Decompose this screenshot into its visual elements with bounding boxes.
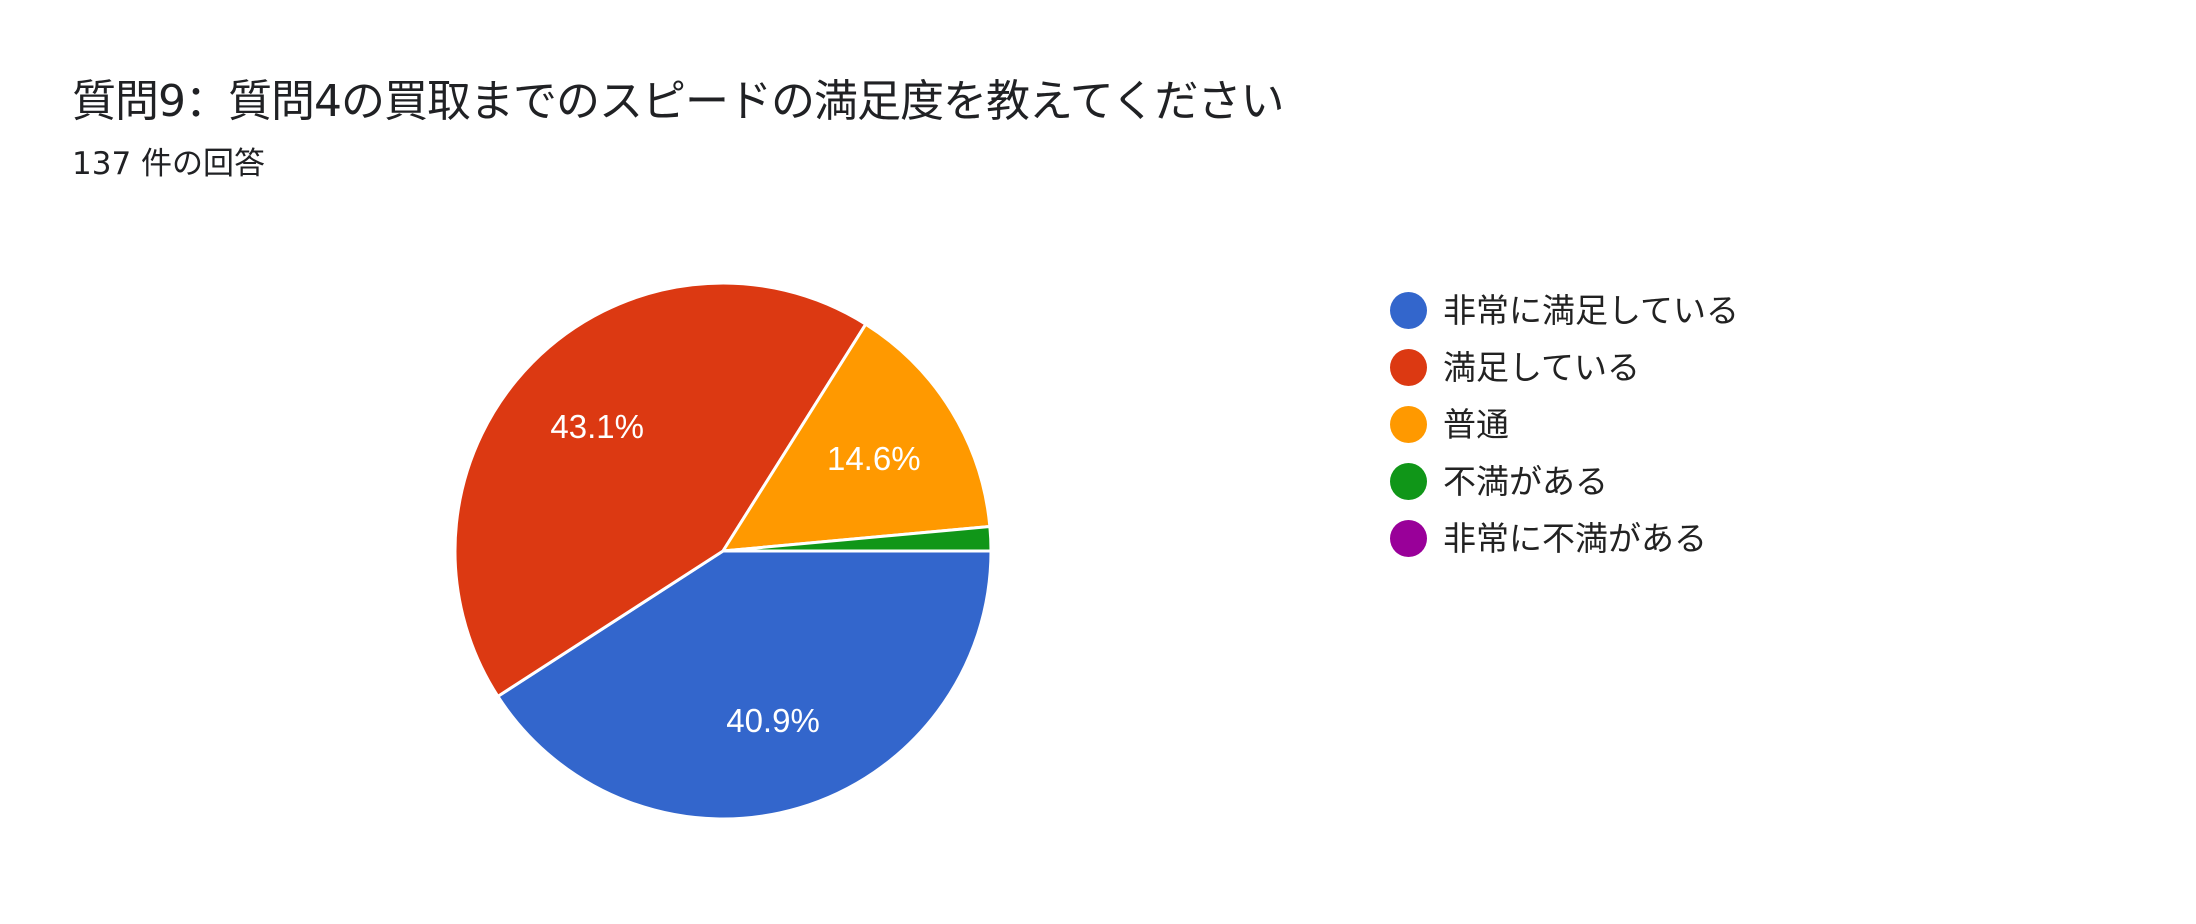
legend-dot-icon [1390,292,1427,329]
pie-slice-satisfied[interactable] [453,281,868,699]
legend-dot-icon [1390,349,1427,386]
slice-percentage-label: 43.1% [550,408,644,445]
legend-dot-icon [1390,463,1427,500]
slice-percentage-label: 40.9% [726,702,820,739]
legend-item-satisfied[interactable]: 満足している [1390,339,1739,396]
legend-dot-icon [1390,406,1427,443]
legend-label: 非常に満足している [1443,290,1740,330]
legend-dot-icon [1390,520,1427,557]
pie-slice-labels: 40.9% 43.1% 14.6% [550,408,920,739]
legend-label: 満足している [1443,347,1641,387]
legend-item-neutral[interactable]: 普通 [1390,396,1739,453]
legend-item-very-satisfied[interactable]: 非常に満足している [1390,282,1739,339]
pie-slice-dissatisfied[interactable] [722,524,993,553]
pie-slices [453,281,993,821]
legend-label: 非常に不満がある [1443,518,1707,558]
legend-item-very-dissatisfied[interactable]: 非常に不満がある [1390,510,1739,567]
legend-item-dissatisfied[interactable]: 不満がある [1390,453,1739,510]
response-count: 137 件の回答 [72,146,266,182]
legend-label: 普通 [1443,404,1509,444]
legend-label: 不満がある [1443,461,1608,501]
slice-percentage-label: 14.6% [827,440,921,477]
chart-title: 質問9：質問4の買取までのスピードの満足度を教えてください [72,76,1284,127]
pie-slice-neutral[interactable] [720,322,992,553]
legend: 非常に満足している 満足している 普通 不満がある 非常に不満がある [1390,282,1739,567]
